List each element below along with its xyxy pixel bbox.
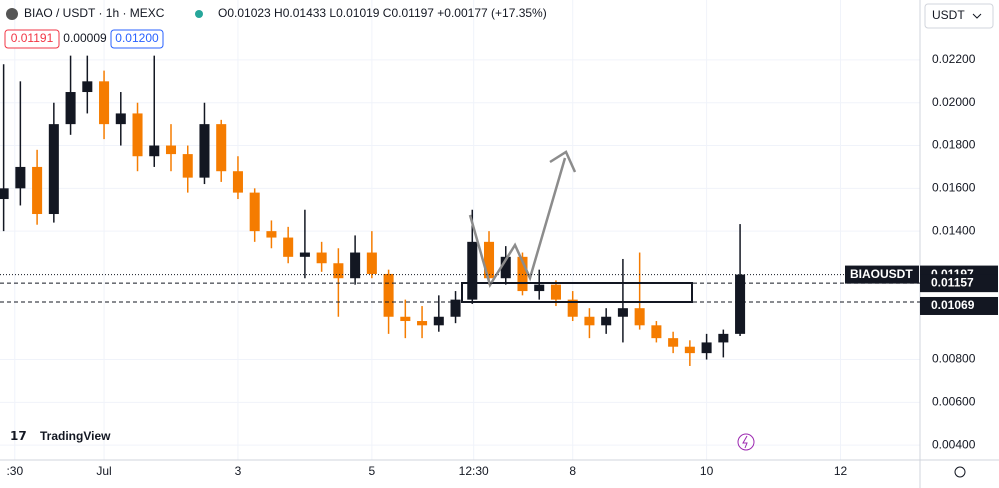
- candle-body: [115, 113, 126, 125]
- candle-body: [550, 284, 561, 300]
- candle-body: [500, 256, 511, 279]
- candle-body: [450, 299, 461, 317]
- y-tick-label: 0.00600: [932, 395, 976, 409]
- bid-price: 0.01191: [11, 31, 54, 45]
- x-tick-label: 5: [369, 464, 376, 478]
- spread: 0.00009: [63, 31, 107, 45]
- arrow-head: [549, 150, 577, 173]
- y-tick-label: 0.01800: [932, 138, 976, 152]
- candle-body: [132, 113, 143, 157]
- candle-body: [299, 252, 310, 257]
- candle-body: [467, 241, 478, 300]
- candle-body: [199, 124, 210, 178]
- candle-body: [0, 188, 9, 200]
- candle-body: [735, 274, 746, 334]
- currency: USDT: [932, 8, 965, 22]
- candle-body: [15, 166, 26, 189]
- candle-body: [32, 166, 43, 215]
- y-tick-label: 0.02000: [932, 95, 976, 109]
- candle-body: [48, 124, 59, 215]
- candle-body: [65, 92, 76, 125]
- ohlc-legend: O0.01023 H0.01433 L0.01019 C0.01197 +0.0…: [218, 6, 547, 20]
- candle-body: [567, 299, 578, 317]
- symbol-label-box: [845, 265, 919, 284]
- x-tick-label: 12:30: [459, 464, 489, 478]
- candle-body: [668, 338, 679, 347]
- candle-body: [483, 241, 495, 279]
- candle-body: [232, 171, 243, 193]
- candle-body: [517, 256, 528, 292]
- events-icon[interactable]: [737, 433, 755, 451]
- candle-body: [617, 308, 628, 317]
- x-tick-label: 10: [700, 464, 714, 478]
- y-tick-label: 0.00800: [932, 352, 976, 366]
- x-tick-label: 12: [834, 464, 848, 478]
- candle-body: [366, 252, 377, 274]
- candle-body: [165, 145, 177, 155]
- x-tick-label: 3: [235, 464, 242, 478]
- y-tick-label: 0.00400: [932, 437, 976, 451]
- candle-body: [149, 145, 160, 157]
- candle-body: [216, 124, 227, 172]
- y-tick-label: 0.02200: [932, 52, 976, 66]
- candle-body: [417, 321, 428, 326]
- price-label-box: [920, 274, 998, 293]
- candle-body: [718, 333, 729, 343]
- chevron: [972, 13, 982, 19]
- logo-mark: 𝟭𝟳: [10, 429, 27, 443]
- candle-body: [651, 325, 662, 339]
- candle-body: [350, 252, 361, 279]
- bolt: [742, 435, 748, 449]
- status-dot: [195, 10, 203, 18]
- projection-path: [468, 157, 567, 289]
- candle-body: [601, 316, 612, 326]
- price-label-box: [920, 296, 998, 315]
- candle-body: [684, 346, 695, 354]
- ask-price: 0.01200: [115, 31, 159, 45]
- bid-box[interactable]: [4, 29, 60, 49]
- brand: TradingView: [40, 429, 111, 443]
- x-tick-label: :30: [6, 464, 23, 478]
- symbol-label: BIAOUSDT: [850, 267, 913, 281]
- candles: [0, 55, 746, 366]
- candle-body: [283, 237, 294, 257]
- symbol-icon: [6, 8, 18, 20]
- candle-body: [249, 192, 260, 232]
- currency-selector[interactable]: [924, 3, 994, 29]
- candle-body: [701, 342, 712, 354]
- candle-body: [584, 316, 595, 326]
- candle-body: [534, 284, 545, 292]
- x-tick-label: Jul: [96, 464, 111, 478]
- candle-body: [182, 154, 193, 178]
- candle-body: [433, 316, 444, 326]
- candle-body: [400, 316, 411, 322]
- candle-body: [333, 263, 344, 279]
- candle-body: [99, 81, 110, 125]
- candle-body: [634, 308, 645, 326]
- y-tick-label: 0.01600: [932, 181, 976, 195]
- ask-box[interactable]: [110, 29, 164, 49]
- settings-icon[interactable]: [954, 466, 966, 478]
- price-label: 0.01069: [931, 298, 975, 312]
- candle-body: [82, 81, 93, 93]
- x-tick-label: 8: [569, 464, 576, 478]
- candle-body: [266, 231, 277, 238]
- y-tick-label: 0.01400: [932, 223, 976, 237]
- price-label: 0.01157: [931, 275, 974, 289]
- candle-body: [316, 252, 327, 264]
- symbol-title: BIAO / USDT · 1h · MEXC: [24, 6, 165, 20]
- candle-body: [383, 273, 394, 317]
